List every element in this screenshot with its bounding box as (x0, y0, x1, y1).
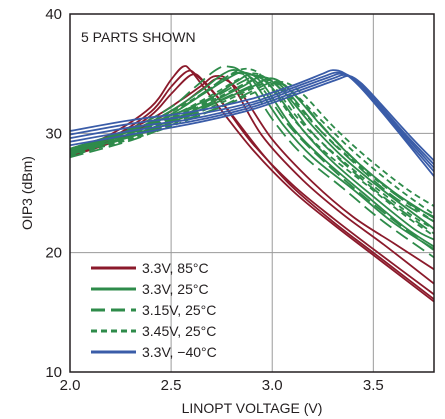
annotation-5-parts-shown: 5 PARTS SHOWN (81, 29, 196, 45)
series-curves (70, 65, 434, 303)
legend-label: 3.3V, 85°C (142, 260, 209, 276)
y-axis-label: OIP3 (dBm) (19, 156, 35, 230)
x-tick-label: 3.5 (363, 377, 384, 394)
y-tick-label: 10 (45, 364, 62, 381)
series-line (70, 67, 434, 237)
x-axis-label: LINOPT VOLTAGE (V) (182, 400, 323, 416)
series-line (70, 73, 434, 165)
x-tick-label: 3.0 (262, 377, 283, 394)
grid (69, 13, 434, 373)
x-tick-labels: 2.0 2.5 3.0 3.5 (60, 377, 384, 394)
y-tick-label: 20 (45, 245, 62, 262)
legend-label: 3.3V, 25°C (142, 281, 209, 297)
series-line (70, 78, 434, 223)
x-tick-label: 2.0 (60, 377, 81, 394)
series-line (70, 75, 434, 162)
plot-frame (69, 13, 435, 373)
legend-label: 3.3V, −40°C (142, 344, 217, 360)
y-tick-label: 40 (45, 6, 62, 23)
y-tick-label: 30 (45, 125, 62, 142)
y-tick-labels: 10 20 30 40 (45, 6, 62, 381)
series-line (70, 72, 434, 169)
series-line (70, 78, 434, 216)
series-line (70, 69, 434, 250)
legend-label: 3.45V, 25°C (142, 323, 216, 339)
series-line (70, 65, 434, 259)
legend-label: 3.15V, 25°C (142, 302, 216, 318)
x-tick-label: 2.5 (161, 377, 182, 394)
legend: 3.3V, 85°C 3.3V, 25°C 3.15V, 25°C 3.45V, 25… (91, 260, 217, 360)
